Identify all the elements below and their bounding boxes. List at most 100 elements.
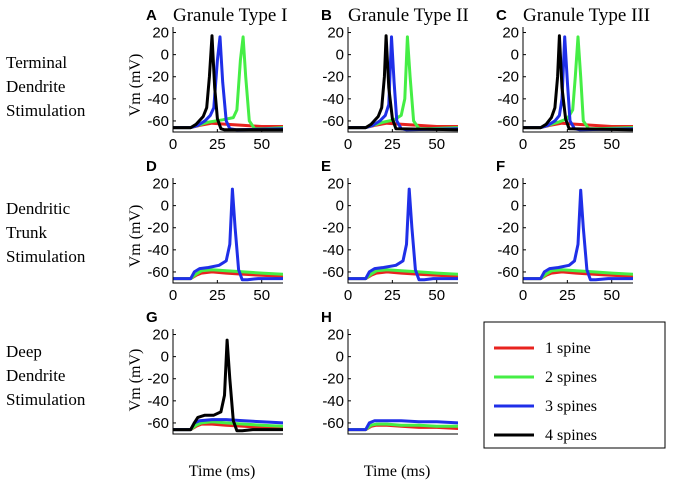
panel-G: 20 0 -20 -40 -60 G [146, 309, 283, 435]
legend-item: 1 spine [494, 340, 591, 357]
y-tick-label: -20 [497, 69, 519, 86]
panel-letter: D [146, 158, 157, 175]
y-tick-label: -40 [322, 393, 344, 410]
legend-item: 3 spines [494, 398, 597, 415]
axes [172, 27, 283, 133]
y-tick-label: 0 [161, 47, 169, 64]
x-tick-label: 50 [603, 287, 620, 304]
x-axis-label: Time (ms) [364, 463, 431, 480]
y-tick-label: -20 [147, 371, 169, 388]
y-axis-label: Vm (mV) [127, 54, 144, 117]
y-axis-label: Vm (mV) [127, 205, 144, 268]
y-tick-label: -60 [322, 415, 344, 432]
y-tick-label: 0 [336, 47, 344, 64]
x-tick-label: 0 [519, 136, 527, 153]
x-tick-label: 0 [519, 287, 527, 304]
row-label-line: Trunk [6, 223, 47, 242]
x-axis-label: Time (ms) [189, 463, 256, 480]
y-tick-label: -60 [322, 113, 344, 130]
panel-title: Granule Type II [348, 5, 469, 26]
panel-letter: C [496, 7, 507, 24]
series-line-2-spines [348, 35, 458, 131]
panel-title: Granule Type III [523, 5, 650, 26]
y-tick-label: 0 [336, 198, 344, 215]
y-tick-label: -60 [497, 264, 519, 281]
legend-label: 3 spines [545, 398, 597, 415]
series-line-3-spines [348, 419, 458, 432]
panel-letter: G [146, 309, 158, 326]
row-label-line: Dendrite [6, 77, 65, 96]
y-tick-label: -20 [147, 220, 169, 237]
x-tick-label: 25 [209, 287, 226, 304]
y-tick-label: 20 [502, 176, 519, 193]
panel-A: 200-20-40-600 25 50A Granule Type I [146, 5, 287, 153]
series-line-4-spines [173, 338, 283, 433]
y-tick-label: 20 [152, 327, 169, 344]
panel-C: 200-20-40-600 25 50C Granule Type III [496, 5, 650, 153]
legend-label: 2 spines [545, 369, 597, 386]
panel-letter: F [496, 158, 505, 175]
y-tick-label: -60 [497, 113, 519, 130]
y-tick-label: 0 [161, 198, 169, 215]
y-tick-label: 20 [327, 176, 344, 193]
y-tick-label: -40 [147, 91, 169, 108]
x-tick-label: 0 [344, 287, 352, 304]
row-label-line: Stimulation [6, 390, 86, 409]
y-tick-label: -40 [497, 242, 519, 259]
y-tick-label: -60 [147, 415, 169, 432]
series-line-4-spines [173, 34, 283, 132]
panel-B: 200-20-40-600 25 50B Granule Type II [321, 5, 469, 153]
y-tick-label: -60 [322, 264, 344, 281]
row-label-terminal: Terminal Dendrite Stimulation [6, 53, 86, 120]
x-tick-label: 25 [384, 287, 401, 304]
series-line-3-spines [523, 188, 633, 282]
series-line-4-spines [348, 34, 458, 132]
y-tick-label: 0 [161, 349, 169, 366]
row-label-deep: Deep Dendrite Stimulation [6, 342, 86, 409]
row-label-line: Deep [6, 342, 42, 361]
row-label-line: Terminal [6, 53, 67, 72]
series-line-3-spines [173, 35, 283, 132]
y-tick-label: -60 [147, 113, 169, 130]
legend-label: 4 spines [545, 427, 597, 444]
panel-letter: A [146, 7, 157, 24]
y-tick-label: -40 [322, 242, 344, 259]
axes [172, 178, 283, 284]
panel-E: 200-20-40-600 25 50E [321, 158, 458, 304]
row-label-line: Stimulation [6, 247, 86, 266]
panel-letter: B [321, 7, 332, 24]
y-tick-label: 20 [152, 25, 169, 42]
y-tick-label: -40 [147, 393, 169, 410]
panel-H: 20 0 -20 -40 -60 H [321, 309, 458, 435]
legend-items: 1 spine 2 spines 3 spines 4 spines [494, 340, 597, 444]
x-tick-label: 50 [428, 136, 445, 153]
y-tick-label: -20 [322, 69, 344, 86]
y-tick-label: -20 [497, 220, 519, 237]
y-axis-label: Vm (mV) [127, 349, 144, 412]
y-tick-label: 0 [511, 198, 519, 215]
row-label-trunk: Dendritic Trunk Stimulation [6, 199, 86, 266]
series-line-2-spines [523, 35, 633, 131]
panel-title: Granule Type I [173, 5, 287, 26]
x-tick-label: 50 [253, 287, 270, 304]
y-tick-label: -40 [147, 242, 169, 259]
legend-item: 2 spines [494, 369, 597, 386]
series-line-4-spines [523, 34, 633, 132]
x-tick-label: 25 [559, 136, 576, 153]
y-tick-label: -40 [497, 91, 519, 108]
y-tick-label: 0 [336, 349, 344, 366]
x-tick-label: 25 [559, 287, 576, 304]
panel-letter: H [321, 309, 332, 326]
panels: 200-20-40-600 25 50A Granule Type I200-20-4… [146, 5, 650, 435]
y-tick-label: -40 [322, 91, 344, 108]
x-tick-label: 50 [253, 136, 270, 153]
panel-D: 200-20-40-600 25 50D [146, 158, 283, 304]
axes [347, 329, 458, 435]
x-tick-label: 25 [384, 136, 401, 153]
x-tick-label: 50 [603, 136, 620, 153]
legend-item: 4 spines [494, 427, 597, 444]
x-tick-label: 25 [209, 136, 226, 153]
panel-F: 200-20-40-600 25 50F [496, 158, 633, 304]
series-line-3-spines [348, 187, 458, 282]
y-tick-label: 20 [502, 25, 519, 42]
